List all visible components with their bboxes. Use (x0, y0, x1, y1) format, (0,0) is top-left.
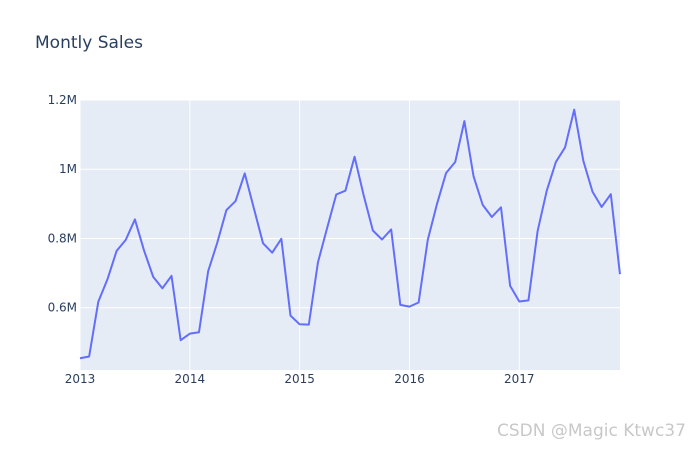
x-tick-label: 2016 (394, 372, 425, 386)
x-axis-ticks: 2013 2014 2015 2016 2017 (65, 372, 535, 386)
y-tick-label: 0.8M (48, 231, 77, 245)
y-tick-label: 0.6M (48, 301, 77, 315)
y-axis-ticks: 0.6M 0.8M 1M 1.2M (48, 93, 77, 315)
y-tick-label: 1.2M (48, 93, 77, 107)
plot-area (80, 100, 620, 370)
x-tick-label: 2013 (65, 372, 96, 386)
y-tick-label: 1M (59, 162, 77, 176)
x-tick-label: 2014 (175, 372, 206, 386)
x-tick-label: 2015 (284, 372, 315, 386)
watermark: CSDN @Magic Ktwc37 (497, 421, 686, 441)
x-tick-label: 2017 (504, 372, 535, 386)
